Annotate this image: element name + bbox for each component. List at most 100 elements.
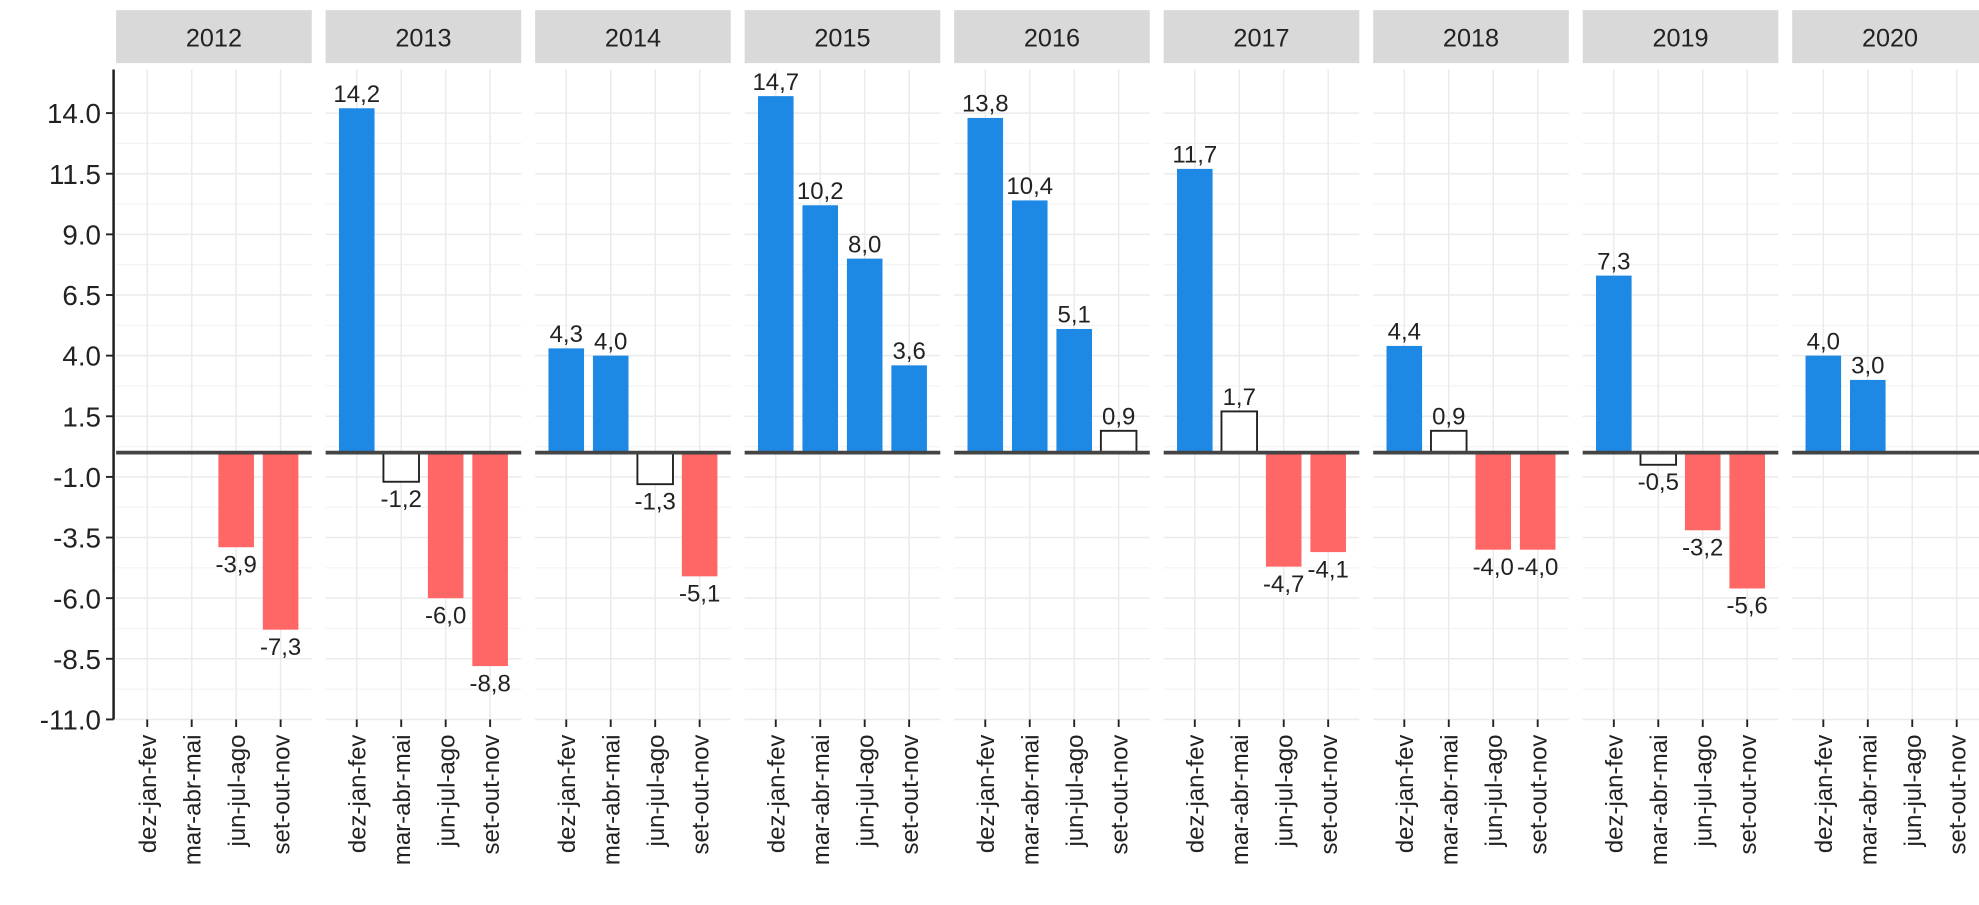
bar bbox=[592, 355, 629, 453]
x-tick-label: jun-jul-ago bbox=[224, 735, 251, 848]
bar bbox=[681, 452, 718, 577]
x-tick-label: dez-jan-fev bbox=[764, 735, 791, 854]
x-tick-label: mar-abr-mai bbox=[808, 735, 835, 866]
y-tick-label: -6.0 bbox=[53, 583, 101, 614]
value-label: 3,0 bbox=[1851, 353, 1884, 380]
value-label: 10,2 bbox=[797, 178, 844, 205]
value-label: 1,7 bbox=[1223, 384, 1256, 411]
y-tick-label: 14.0 bbox=[47, 98, 101, 129]
x-tick-label: dez-jan-fev bbox=[1392, 735, 1419, 854]
facet-title: 2015 bbox=[814, 25, 870, 53]
bar bbox=[1519, 452, 1556, 550]
x-tick-label: mar-abr-mai bbox=[1646, 735, 1673, 866]
bar bbox=[1056, 328, 1092, 453]
bar bbox=[846, 258, 883, 453]
x-tick-label: dez-jan-fev bbox=[1811, 735, 1838, 854]
x-tick-label: mar-abr-mai bbox=[180, 735, 207, 866]
value-label: -1,3 bbox=[635, 488, 676, 515]
value-label: 11,7 bbox=[1172, 142, 1217, 169]
value-label: -0,5 bbox=[1638, 469, 1679, 496]
x-tick-label: jun-jul-ago bbox=[1691, 735, 1718, 848]
x-tick-label: jun-jul-ago bbox=[1481, 735, 1508, 848]
bar bbox=[472, 452, 508, 667]
x-tick-label: jun-jul-ago bbox=[853, 735, 880, 848]
value-label: 0,9 bbox=[1102, 404, 1135, 431]
x-tick-label: jun-jul-ago bbox=[1900, 735, 1927, 848]
value-label: 14,2 bbox=[333, 81, 380, 108]
x-tick-label: dez-jan-fev bbox=[345, 735, 372, 854]
value-label: -1,2 bbox=[381, 486, 422, 513]
value-label: 13,8 bbox=[962, 91, 1009, 118]
value-label: 10,4 bbox=[1006, 173, 1053, 200]
x-tick-label: mar-abr-mai bbox=[599, 735, 626, 866]
x-tick-label: set-out-nov bbox=[1945, 735, 1972, 855]
x-tick-label: mar-abr-mai bbox=[1227, 735, 1254, 866]
value-label: 7,3 bbox=[1597, 248, 1630, 275]
value-label: -4,1 bbox=[1308, 556, 1349, 583]
value-label: 4,4 bbox=[1388, 319, 1421, 346]
x-tick-label: set-out-nov bbox=[1735, 735, 1762, 855]
y-tick-label: 11.5 bbox=[49, 159, 101, 190]
x-tick-label: set-out-nov bbox=[1107, 735, 1134, 855]
x-tick-label: set-out-nov bbox=[897, 735, 924, 855]
x-tick-label: mar-abr-mai bbox=[1018, 735, 1045, 866]
x-tick-label: set-out-nov bbox=[268, 735, 295, 855]
value-label: 8,0 bbox=[848, 231, 881, 258]
facet-strip bbox=[535, 10, 731, 64]
bar bbox=[1684, 452, 1721, 531]
bar bbox=[1220, 410, 1258, 454]
y-tick-label: 6.5 bbox=[62, 280, 101, 311]
bar bbox=[427, 452, 464, 599]
bar bbox=[802, 205, 839, 453]
value-label: -7,3 bbox=[260, 634, 301, 661]
bar bbox=[1805, 355, 1842, 453]
x-tick-label: set-out-nov bbox=[687, 735, 714, 855]
value-label: 4,3 bbox=[550, 321, 583, 348]
bar bbox=[1729, 452, 1765, 589]
x-tick-label: set-out-nov bbox=[478, 735, 505, 855]
facet-title: 2019 bbox=[1652, 25, 1708, 53]
bar bbox=[218, 452, 254, 548]
value-label: 4,0 bbox=[1807, 328, 1840, 355]
x-tick-label: mar-abr-mai bbox=[1856, 735, 1883, 866]
facet-title: 2014 bbox=[605, 25, 661, 53]
x-tick-label: mar-abr-mai bbox=[1437, 735, 1464, 866]
bar bbox=[382, 451, 420, 483]
y-tick-label: -11.0 bbox=[40, 705, 101, 736]
value-label: 4,0 bbox=[594, 328, 627, 355]
y-tick-label: -1.0 bbox=[53, 462, 101, 493]
x-tick-label: set-out-nov bbox=[1316, 735, 1343, 855]
value-label: -4,0 bbox=[1517, 554, 1558, 581]
value-label: -6,0 bbox=[425, 602, 466, 629]
value-label: -5,1 bbox=[679, 581, 720, 608]
x-tick-label: jun-jul-ago bbox=[643, 735, 670, 848]
value-label: -5,6 bbox=[1727, 593, 1768, 620]
facet-title: 2012 bbox=[186, 25, 242, 53]
facet-strip bbox=[116, 10, 312, 64]
x-tick-label: jun-jul-ago bbox=[1062, 735, 1089, 848]
x-tick-label: jun-jul-ago bbox=[1272, 735, 1299, 848]
facet-strip bbox=[1792, 10, 1979, 64]
bar bbox=[1475, 452, 1512, 550]
facet-strip bbox=[744, 10, 941, 64]
facet-strip bbox=[1163, 10, 1360, 64]
value-label: -4,0 bbox=[1473, 554, 1514, 581]
bar bbox=[1310, 452, 1346, 553]
bar bbox=[1596, 275, 1632, 453]
value-label: -3,9 bbox=[216, 551, 257, 578]
x-tick-label: dez-jan-fev bbox=[1602, 735, 1629, 854]
value-label: -4,7 bbox=[1263, 571, 1304, 598]
bar bbox=[891, 365, 927, 453]
x-tick-label: dez-jan-fev bbox=[973, 735, 1000, 854]
value-label: 0,9 bbox=[1432, 404, 1465, 431]
facet-title: 2017 bbox=[1233, 25, 1289, 53]
y-tick-label: 4.0 bbox=[62, 341, 101, 372]
facet-title: 2018 bbox=[1443, 25, 1499, 53]
value-label: 14,7 bbox=[752, 69, 799, 96]
facet-strip bbox=[325, 10, 522, 64]
y-tick-label: -3.5 bbox=[53, 523, 101, 554]
bar bbox=[338, 108, 375, 453]
x-tick-label: mar-abr-mai bbox=[389, 735, 416, 866]
